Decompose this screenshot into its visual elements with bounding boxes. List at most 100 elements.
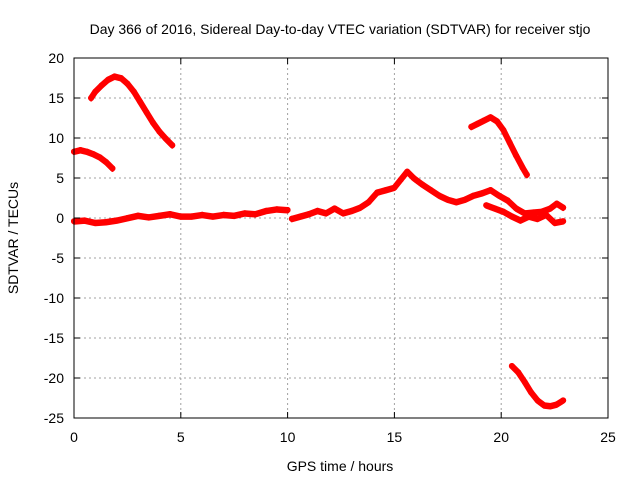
data-point [513,152,520,159]
data-point [169,142,176,149]
data-point [135,212,142,219]
data-point [468,123,475,130]
data-point [109,165,116,172]
data-point [517,217,524,224]
data-point [374,189,381,196]
series-arc-2 [88,73,176,149]
data-point [515,369,522,376]
series-line-shadow-arc-4 [290,172,565,223]
x-tick-label: 20 [493,429,509,445]
y-tick-label: -10 [44,290,64,306]
axis-ticks: 0 5 10 15 20 25 20 15 10 5 0 -5 -10 -15 -20 -25 [44,50,616,445]
data-point [357,204,364,211]
data-point [241,210,248,217]
chart-title: Day 366 of 2016, Sidereal Day-to-day VTE… [90,21,591,37]
data-point [167,211,174,217]
data-point [560,218,567,225]
series-arc-6 [468,114,530,179]
data-point [263,207,270,214]
data-point [156,128,163,135]
x-axis-label: GPS time / hours [287,458,394,474]
data-point [103,219,110,225]
data-point [474,120,481,127]
data-point [92,88,99,95]
data-point [77,147,84,153]
data-point [496,192,503,199]
series-arc-7 [508,363,567,410]
data-point [130,88,137,95]
data-point [113,217,120,224]
y-tick-label: -5 [52,250,65,266]
data-point [427,187,434,193]
data-point [513,205,520,212]
x-tick-label: 10 [280,429,296,445]
data-point [470,192,477,199]
data-point [83,148,90,155]
series-line-arc-4 [288,168,567,222]
data-point [481,117,488,124]
data-point [540,402,547,409]
data-point [188,213,195,220]
data-point [547,205,554,212]
x-tick-label: 5 [177,429,185,445]
data-point [340,210,347,217]
data-point [500,127,507,133]
data-point [98,82,105,89]
data-point [404,168,411,175]
y-tick-label: -25 [44,410,64,426]
data-point [88,95,95,101]
data-point [103,159,110,165]
data-point [444,196,451,203]
data-point [519,164,526,171]
series-line-shadow-arc-6 [469,117,529,179]
data-point [461,196,468,203]
series-line-shadow-arc-5 [484,205,565,227]
data-series [71,73,567,410]
y-tick-label: 15 [48,90,64,106]
data-point [382,187,389,193]
data-point [521,379,528,385]
grid [74,58,608,418]
data-point [491,205,498,212]
data-point [284,207,291,213]
data-point [297,213,304,220]
data-point [483,202,490,209]
data-point [220,211,227,218]
data-point [150,119,157,126]
series-arc-5 [483,202,567,227]
data-point [500,208,507,215]
data-point [553,401,560,408]
data-point [137,99,144,105]
series-arc-3 [71,206,291,227]
y-tick-label: 0 [56,210,64,226]
data-point [525,213,532,220]
data-point [506,139,513,146]
data-point [508,213,515,220]
data-point [92,219,99,226]
data-point [117,75,124,81]
data-point [534,397,541,404]
data-point [553,200,560,207]
data-point [530,209,537,216]
data-point [436,192,443,199]
data-point [534,215,541,222]
x-tick-label: 15 [387,429,403,445]
series-arc-4 [288,168,567,223]
data-point [453,199,460,205]
data-point [419,181,426,188]
y-tick-label: 20 [48,50,64,66]
data-point [111,73,118,80]
data-point [487,187,494,193]
data-point [365,199,372,205]
y-tick-label: -15 [44,330,64,346]
data-point [410,175,417,181]
data-point [478,190,485,197]
data-point [331,205,338,212]
data-point [560,204,567,211]
data-point [523,171,530,178]
data-point [252,211,259,217]
data-point [391,184,398,191]
data-point [96,154,103,161]
data-point [177,213,184,220]
data-point [487,114,494,121]
